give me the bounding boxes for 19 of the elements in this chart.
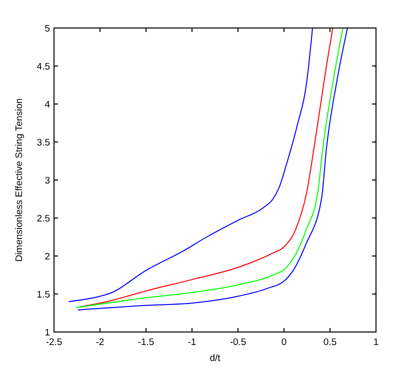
x-tick-label: -2.5 xyxy=(46,337,62,348)
y-tick-label: 3.5 xyxy=(36,138,50,148)
y-tick-label: 3 xyxy=(44,176,50,186)
x-tick-label: -0.5 xyxy=(230,337,246,348)
y-axis-title: Dimensionless Effective String Tension xyxy=(14,98,25,262)
y-tick-label: 5 xyxy=(44,24,50,34)
x-tick-label: 0.5 xyxy=(323,337,337,348)
y-tick-label: 4 xyxy=(44,100,50,110)
x-axis-title: d/t xyxy=(210,353,221,364)
x-tick-label: 0 xyxy=(281,337,287,348)
x-tick-label: -2 xyxy=(96,337,104,348)
x-tick-label: 1 xyxy=(373,337,379,348)
x-tick-label: -1.5 xyxy=(138,337,154,348)
x-tick-label: -1 xyxy=(188,337,196,348)
y-tick-label: 2 xyxy=(44,252,50,262)
y-tick-label: 2.5 xyxy=(36,214,50,224)
y-tick-label: 1 xyxy=(44,328,50,338)
y-tick-label: 1.5 xyxy=(36,290,50,300)
y-tick-label: 4.5 xyxy=(36,62,50,72)
